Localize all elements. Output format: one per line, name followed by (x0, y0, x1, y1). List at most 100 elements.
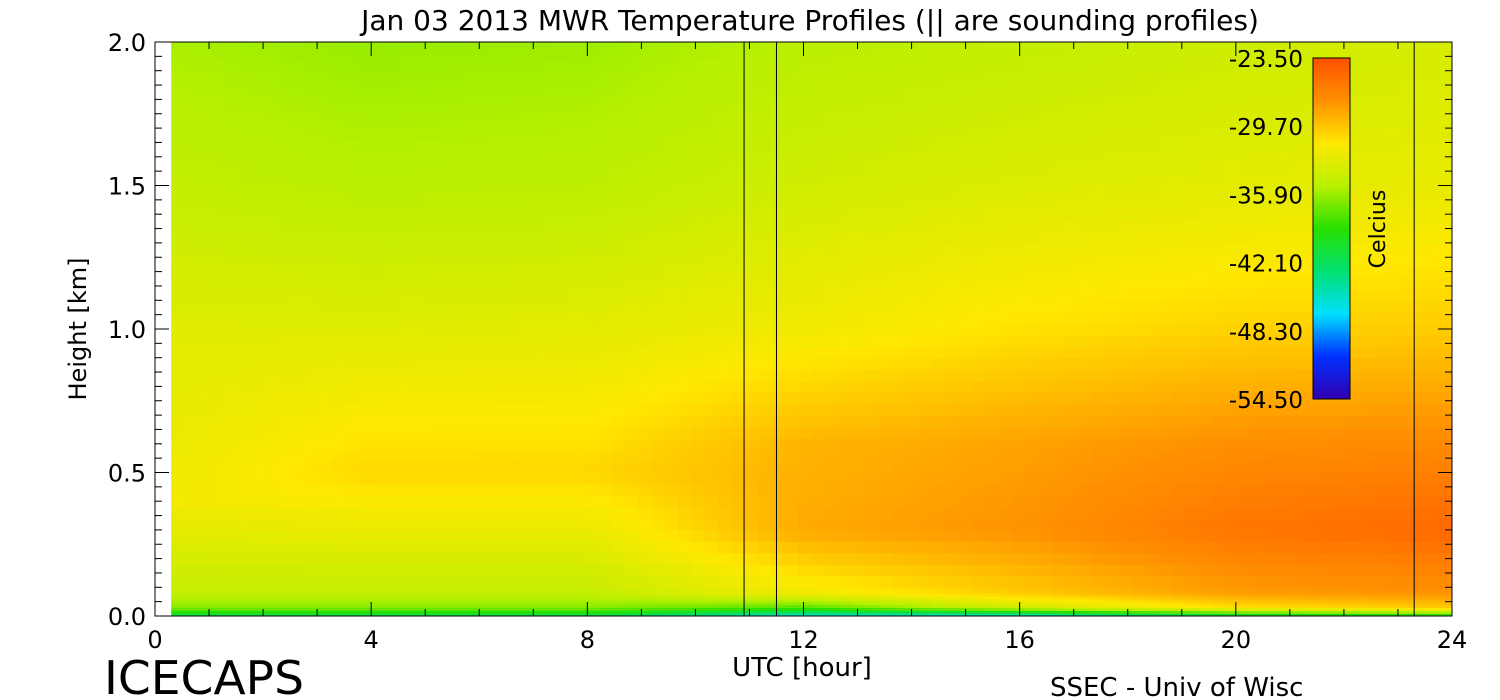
heatmap-cell (1145, 82, 1160, 95)
heatmap-cell (531, 208, 546, 221)
heatmap-cell (1185, 128, 1200, 141)
heatmap-cell (344, 529, 359, 542)
heatmap-cell (544, 403, 559, 416)
heatmap-cell (544, 42, 559, 49)
heatmap-cell (998, 93, 1013, 106)
heatmap-cell (531, 265, 546, 278)
heatmap-cell (451, 392, 466, 405)
heatmap-cell (224, 265, 239, 278)
heatmap-cell (371, 587, 386, 591)
heatmap-cell (451, 613, 466, 616)
heatmap-cell (824, 151, 839, 164)
heatmap-cell (1278, 438, 1293, 451)
heatmap-cell (584, 47, 599, 60)
heatmap-cell (1225, 357, 1240, 370)
heatmap-cell (824, 105, 839, 118)
heatmap-cell (1145, 613, 1160, 616)
heatmap-cell (824, 185, 839, 198)
heatmap-cell (224, 311, 239, 324)
heatmap-cell (971, 265, 986, 278)
heatmap-cell (891, 105, 906, 118)
heatmap-cell (1065, 590, 1080, 594)
heatmap-cell (1011, 529, 1026, 542)
heatmap-cell (1251, 438, 1266, 451)
heatmap-cell (1051, 607, 1066, 611)
heatmap-cell (438, 564, 452, 577)
heatmap-cell (331, 461, 346, 474)
heatmap-cell (611, 529, 626, 542)
heatmap-cell (371, 139, 386, 152)
heatmap-cell (971, 541, 986, 554)
heatmap-cell (1198, 461, 1213, 474)
heatmap-cell (504, 139, 519, 152)
heatmap-cell (584, 587, 599, 591)
heatmap-cell (398, 587, 412, 591)
heatmap-cell (277, 506, 292, 520)
heatmap-cell (864, 265, 879, 278)
heatmap-cell (1198, 595, 1213, 600)
heatmap-cell (1051, 70, 1066, 83)
heatmap-cell (1185, 541, 1200, 554)
heatmap-cell (1251, 564, 1266, 577)
heatmap-cell (1171, 42, 1186, 49)
heatmap-cell (1065, 174, 1080, 187)
heatmap-cell (638, 196, 653, 210)
heatmap-cell (771, 598, 786, 603)
heatmap-cell (558, 323, 573, 336)
heatmap-cell (971, 415, 986, 428)
heatmap-cell (1251, 506, 1266, 520)
heatmap-cell (744, 242, 759, 255)
heatmap-cell (1065, 208, 1080, 221)
heatmap-cell (424, 231, 439, 244)
heatmap-cell (304, 105, 319, 118)
heatmap-cell (718, 483, 733, 497)
heatmap-cell (504, 311, 519, 324)
heatmap-cell (864, 438, 879, 451)
heatmap-cell (1211, 613, 1226, 616)
heatmap-cell (985, 242, 999, 255)
heatmap-cell (531, 472, 546, 485)
heatmap-cell (918, 613, 933, 616)
heatmap-cell (771, 613, 786, 616)
heatmap-cell (571, 93, 586, 106)
heatmap-cell (624, 426, 639, 439)
heatmap-cell (1291, 595, 1306, 600)
heatmap-cell (1145, 607, 1160, 611)
heatmap-cell (317, 59, 332, 72)
heatmap-cell (998, 311, 1013, 324)
heatmap-cell (224, 116, 239, 129)
heatmap-cell (811, 219, 826, 233)
heatmap-cell (691, 590, 706, 594)
heatmap-cell (1198, 311, 1213, 324)
heatmap-cell (184, 506, 199, 520)
heatmap-cell (851, 288, 866, 301)
heatmap-cell (958, 380, 973, 393)
heatmap-cell (664, 139, 679, 152)
heatmap-cell (411, 357, 426, 370)
heatmap-cell (1118, 128, 1133, 141)
heatmap-cell (1265, 590, 1280, 594)
heatmap-cell (744, 449, 759, 462)
heatmap-cell (1225, 575, 1240, 588)
heatmap-cell (798, 323, 813, 336)
heatmap-cell (1225, 564, 1240, 577)
heatmap-cell (491, 472, 506, 485)
heatmap-cell (891, 219, 906, 233)
heatmap-cell (1278, 219, 1293, 233)
heatmap-cell (1011, 254, 1026, 267)
heatmap-cell (1131, 82, 1146, 95)
heatmap-cell (571, 323, 586, 336)
heatmap-cell (264, 93, 279, 106)
heatmap-cell (931, 288, 946, 301)
heatmap-cell (1145, 483, 1160, 497)
heatmap-cell (1158, 415, 1173, 428)
heatmap-cell (491, 495, 506, 508)
heatmap-cell (998, 116, 1013, 129)
heatmap-cell (1038, 59, 1053, 72)
heatmap-cell (478, 151, 493, 164)
heatmap-cell (1198, 593, 1213, 597)
heatmap-cell (891, 613, 906, 616)
heatmap-cell (531, 541, 546, 554)
heatmap-cell (1078, 495, 1093, 508)
heatmap-cell (331, 47, 346, 60)
